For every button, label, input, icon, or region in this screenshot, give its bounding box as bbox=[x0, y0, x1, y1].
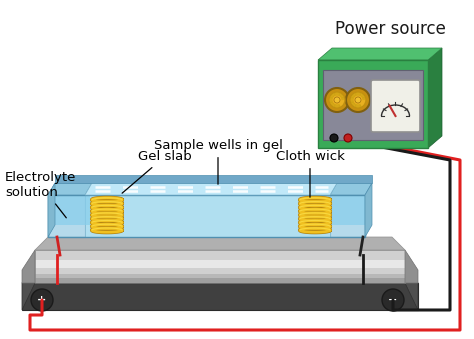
Polygon shape bbox=[85, 195, 330, 237]
Text: −: − bbox=[388, 295, 398, 305]
Polygon shape bbox=[35, 268, 405, 274]
Circle shape bbox=[334, 97, 340, 103]
Polygon shape bbox=[35, 270, 405, 283]
Polygon shape bbox=[330, 195, 365, 237]
Polygon shape bbox=[22, 250, 35, 283]
Circle shape bbox=[329, 92, 345, 108]
Bar bbox=[318, 60, 428, 148]
Polygon shape bbox=[48, 183, 92, 195]
Circle shape bbox=[382, 289, 404, 311]
Polygon shape bbox=[48, 195, 85, 237]
Polygon shape bbox=[365, 183, 372, 237]
Polygon shape bbox=[35, 250, 405, 260]
Polygon shape bbox=[22, 283, 418, 310]
Polygon shape bbox=[330, 183, 372, 195]
Polygon shape bbox=[85, 183, 337, 195]
Polygon shape bbox=[35, 237, 405, 250]
Text: Sample wells in gel: Sample wells in gel bbox=[154, 139, 283, 184]
Circle shape bbox=[346, 88, 370, 112]
Polygon shape bbox=[35, 274, 405, 278]
Polygon shape bbox=[55, 175, 372, 183]
Polygon shape bbox=[35, 278, 405, 283]
Circle shape bbox=[355, 97, 361, 103]
Text: +: + bbox=[37, 295, 46, 305]
Bar bbox=[323, 70, 423, 140]
Polygon shape bbox=[22, 270, 418, 283]
Circle shape bbox=[325, 88, 349, 112]
Circle shape bbox=[31, 289, 53, 311]
Polygon shape bbox=[48, 183, 55, 237]
Circle shape bbox=[330, 134, 338, 142]
Text: Power source: Power source bbox=[335, 20, 446, 38]
Circle shape bbox=[344, 134, 352, 142]
Circle shape bbox=[350, 92, 366, 108]
Polygon shape bbox=[405, 270, 418, 310]
Polygon shape bbox=[405, 250, 418, 283]
Polygon shape bbox=[55, 185, 90, 225]
Polygon shape bbox=[328, 185, 368, 225]
Polygon shape bbox=[318, 48, 442, 60]
Text: Gel slab: Gel slab bbox=[122, 150, 192, 193]
Text: Electrolyte
solution: Electrolyte solution bbox=[5, 171, 76, 218]
Polygon shape bbox=[22, 270, 35, 310]
Polygon shape bbox=[428, 48, 442, 148]
FancyBboxPatch shape bbox=[371, 80, 420, 132]
Polygon shape bbox=[35, 260, 405, 268]
Text: Cloth wick: Cloth wick bbox=[275, 150, 345, 197]
